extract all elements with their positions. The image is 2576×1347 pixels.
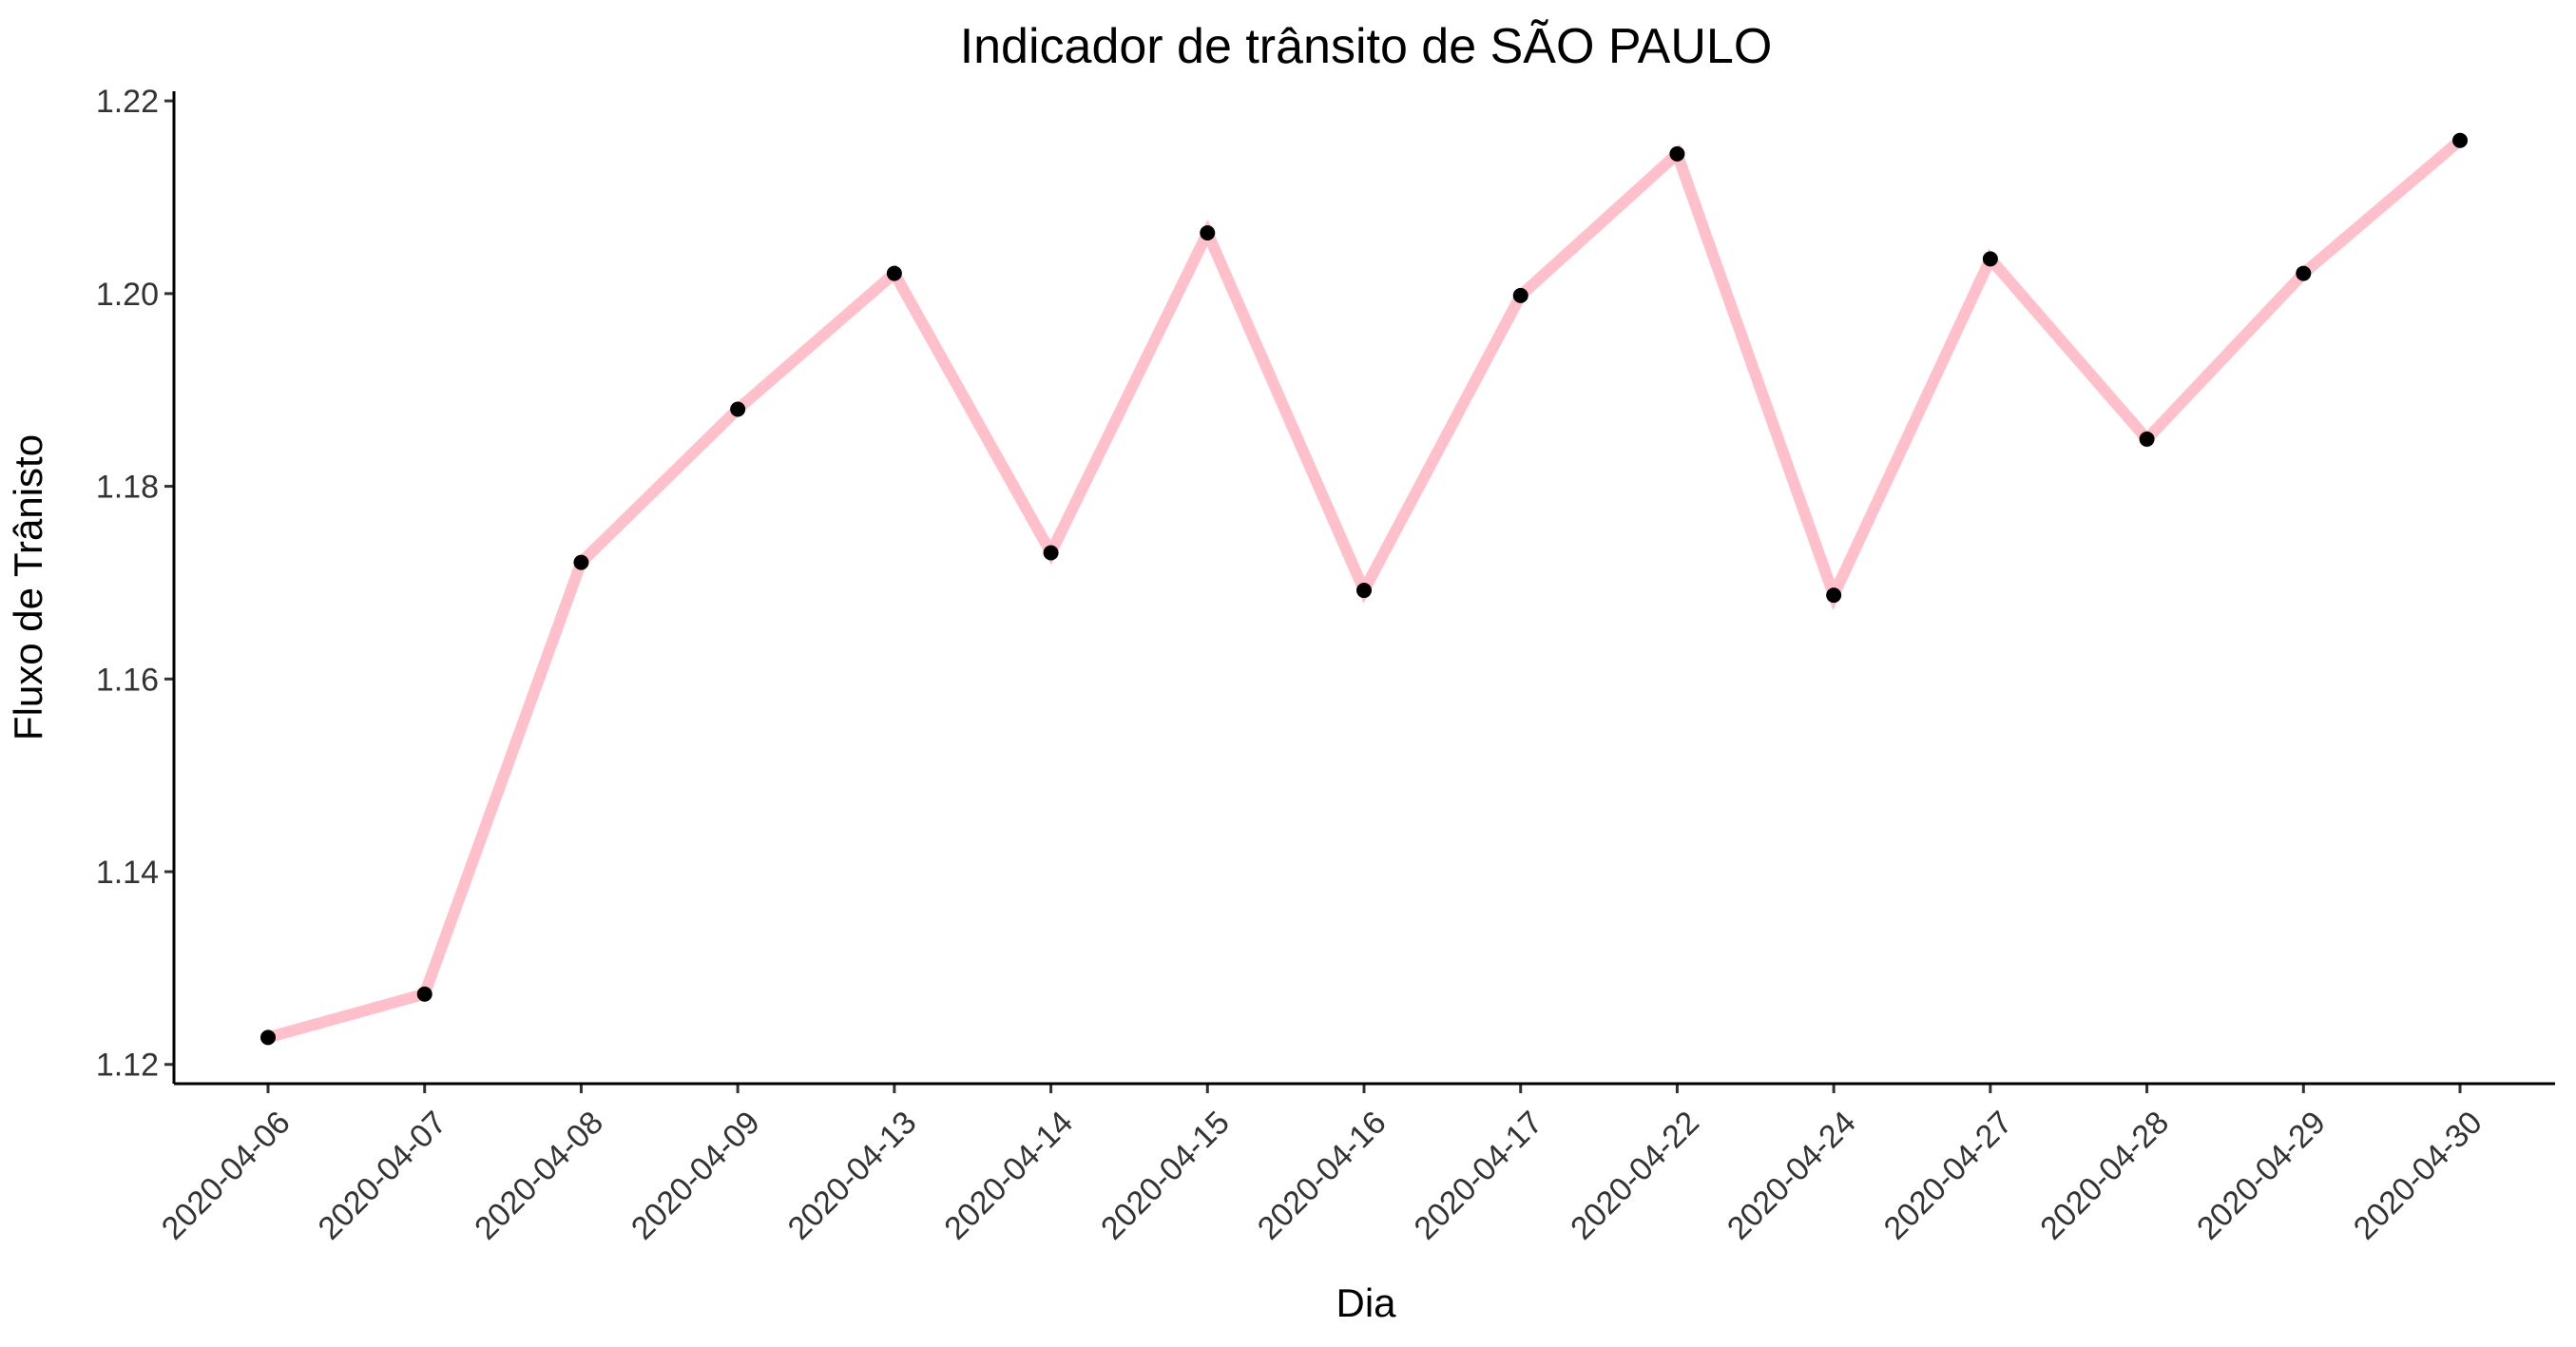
x-tick-label: 2020-04-15 [1094, 1105, 1237, 1247]
y-tick-label: 1.22 [96, 84, 159, 120]
x-tick-label: 2020-04-27 [1877, 1105, 2020, 1247]
data-point [1982, 251, 1998, 267]
x-axis-ticks: 2020-04-06 2020-04-07 2020-04-08 2020-04-09… [155, 1084, 2489, 1247]
x-tick-label: 2020-04-14 [937, 1105, 1080, 1247]
x-tick-label: 2020-04-13 [781, 1105, 924, 1247]
data-point [886, 265, 902, 281]
data-point [1826, 587, 1842, 604]
data-point [1200, 224, 1216, 241]
x-tick-label: 2020-04-22 [1564, 1105, 1706, 1247]
y-tick-label: 1.14 [96, 855, 159, 891]
x-tick-label: 2020-04-06 [155, 1105, 298, 1247]
y-tick-label: 1.16 [96, 662, 159, 698]
data-point [2296, 265, 2312, 281]
data-point [1043, 545, 1059, 561]
data-point [730, 401, 746, 417]
data-point [1512, 287, 1528, 303]
x-tick-label: 2020-04-08 [468, 1105, 610, 1247]
x-tick-label: 2020-04-09 [625, 1105, 767, 1247]
x-tick-label: 2020-04-16 [1251, 1105, 1394, 1247]
chart-title: Indicador de trânsito de SÃO PAULO [960, 19, 1773, 74]
x-tick-label: 2020-04-17 [1407, 1105, 1549, 1247]
x-tick-label: 2020-04-29 [2190, 1105, 2333, 1247]
data-point [2139, 431, 2155, 447]
y-tick-label: 1.12 [96, 1048, 159, 1084]
x-tick-label: 2020-04-28 [2033, 1105, 2176, 1247]
data-point [573, 554, 589, 570]
y-tick-label: 1.20 [96, 277, 159, 313]
x-tick-label: 2020-04-30 [2347, 1105, 2489, 1247]
data-point [1669, 145, 1685, 162]
y-axis-title: Fluxo de Trânisto [6, 434, 50, 741]
plot-area [260, 132, 2468, 1046]
y-tick-label: 1.18 [96, 470, 159, 506]
x-axis-title: Dia [1336, 1280, 1396, 1325]
data-point [416, 986, 433, 1002]
data-point [2452, 132, 2468, 148]
data-point [260, 1029, 276, 1046]
data-point [1356, 583, 1372, 599]
x-tick-label: 2020-04-07 [311, 1105, 453, 1247]
x-tick-label: 2020-04-24 [1721, 1105, 1863, 1247]
y-axis-ticks: 1.12 1.14 1.16 1.18 1.20 1.22 [96, 84, 174, 1084]
